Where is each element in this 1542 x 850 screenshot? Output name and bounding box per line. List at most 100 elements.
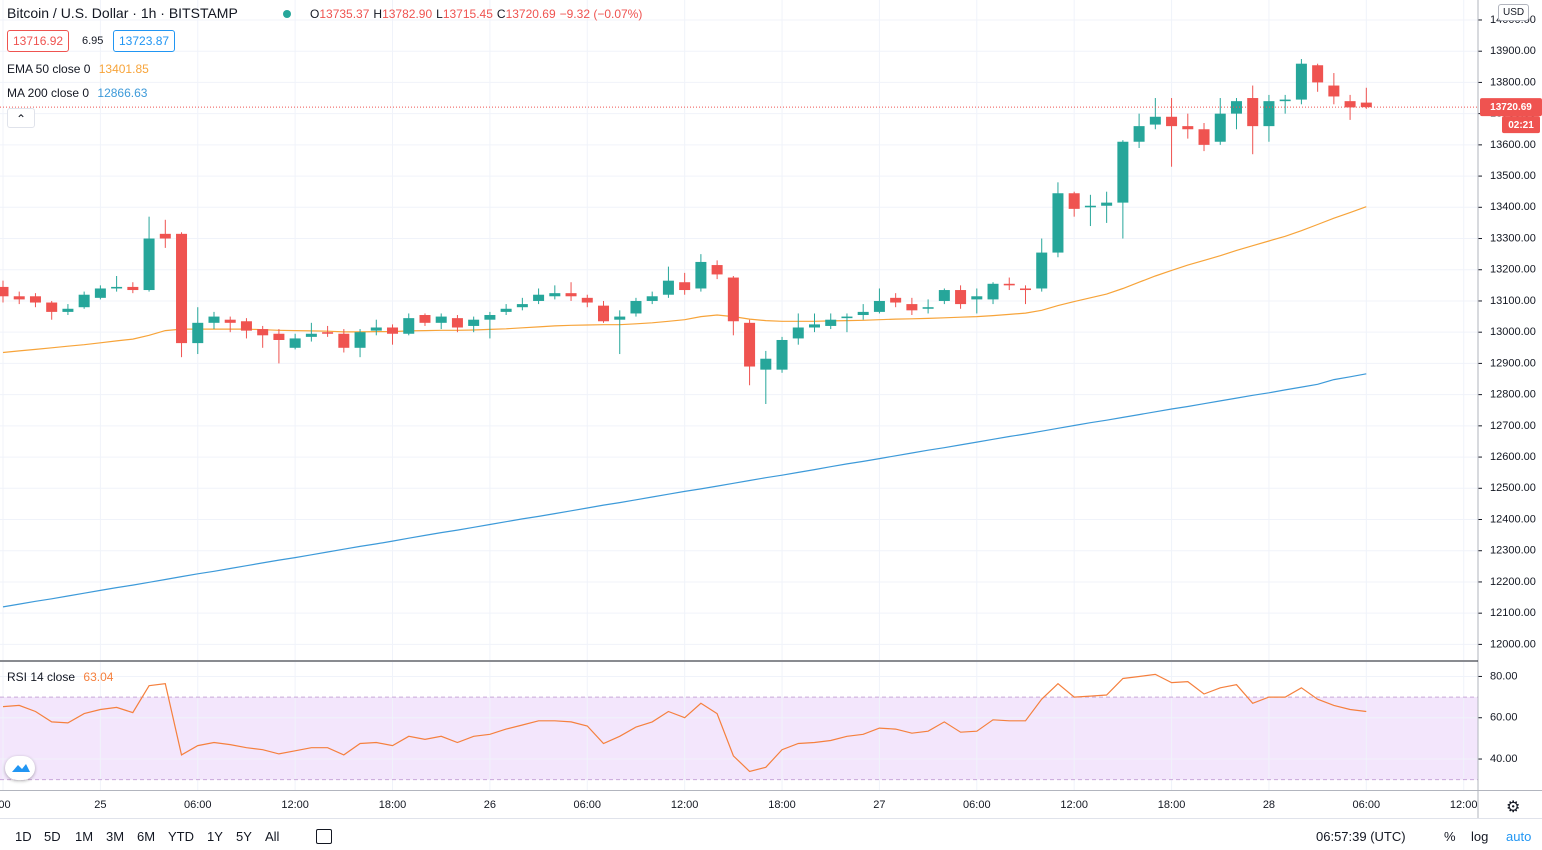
price-tag [1480,98,1542,117]
bid[interactable]: 13716.92 [7,30,70,52]
y-tick-label: 12500.00 [1490,482,1536,494]
x-tick-label: 28 [1263,799,1275,811]
candle-body [857,311,869,316]
currency[interactable]: USD [1498,4,1530,21]
legend-value: 13401.85 [98,62,149,76]
y-tick-label: 12400.00 [1490,513,1536,525]
candle-body [1214,113,1226,142]
scale-option[interactable]: log [1471,829,1489,844]
candle-body [646,296,658,301]
candle-body [1295,63,1307,100]
range-button[interactable]: 5Y [236,829,252,844]
legend-name: RSI 14 close [7,670,76,684]
y-tick-label: 12000.00 [1490,638,1536,650]
y-tick-label: 13400.00 [1490,201,1536,213]
scale-option[interactable]: auto [1506,829,1532,844]
candle-body [516,304,528,308]
candle-body [127,286,139,291]
change: −9.32 (−0.07%) [559,7,643,21]
candle-body [1117,141,1129,203]
y-tick-label: 13600.00 [1490,139,1536,151]
ohlc-label: L [436,7,443,21]
range-button[interactable]: YTD [168,829,194,844]
ohlc-value: 13715.45 [442,7,493,21]
candle-body [78,294,90,308]
rsi-band [0,697,1478,780]
range-button[interactable]: 1D [15,829,32,844]
countdown-label: 02:21 [1508,120,1534,131]
candle-body [1036,252,1048,289]
range-button[interactable]: 3M [106,829,125,844]
symbol: Bitcoin / U.S. Dollar · 1h · BITSTAMP [7,5,238,21]
rsi-line [2,673,1367,773]
candle-body [322,332,334,334]
candle-body [533,294,545,301]
ma-legend: MA 200 close 0 12866.63 [7,86,147,100]
candle-body [1344,101,1356,108]
collapse-button[interactable]: ⌃ [7,108,35,128]
candle-body [46,302,58,312]
logo[interactable] [5,756,35,780]
ohlc-values: O13735.37 H13782.90 L13715.45 C13720.69 −9.3… [310,7,642,21]
candle-body [1263,101,1275,127]
candle-body [1328,85,1340,97]
ohlc-value: 13720.69 [505,7,556,21]
candle-body [792,327,804,339]
candle-body [873,300,885,312]
x-tick-label: 06:00 [1353,799,1381,811]
range-button[interactable]: 1M [75,829,94,844]
ohlc-value: 13782.90 [382,7,433,21]
candle-body [890,297,902,303]
candle-body [760,358,772,370]
ask[interactable]: 13723.87 [113,30,176,52]
x-tick-label: 18:00 [1158,799,1186,811]
candle-body [1182,126,1194,130]
candle-body [1198,129,1210,145]
candle-body [841,316,853,319]
candle-body [1003,283,1015,286]
range-button[interactable]: All [265,829,280,844]
settings-icon[interactable]: ⚙ [1506,799,1521,816]
legend-value: 12866.63 [97,86,148,100]
y-tick-label: 60.00 [1490,712,1518,724]
range-button[interactable]: 1Y [207,829,223,844]
scale-option[interactable]: % [1444,829,1456,844]
candle-body [987,283,999,300]
candle-body [176,233,188,344]
candle-body [305,333,317,337]
candle-body [159,233,171,239]
candle-body [906,304,918,311]
y-tick-label: 13300.00 [1490,232,1536,244]
candle-body [1360,102,1372,108]
y-tick-label: 13500.00 [1490,170,1536,182]
countdown-tag [1502,116,1540,134]
range-button[interactable]: 6M [137,829,156,844]
ohlc-label: C [496,7,506,21]
range-button[interactable]: 5D [44,829,61,844]
legend-name: EMA 50 close 0 [7,62,91,76]
overlay-line [2,373,1367,608]
candle-body [13,296,25,300]
candle-body [1149,116,1161,125]
candle-body [289,338,301,348]
status-dot [283,10,291,18]
candle-body [143,238,155,291]
date-range-icon[interactable] [316,829,332,844]
y-tick-label: 13000.00 [1490,326,1536,338]
x-tick-label: 26 [484,799,496,811]
x-tick-label: 12:00 [281,799,309,811]
candle-body [224,319,236,323]
candle-body [630,300,642,314]
candle-body [338,333,350,348]
candle-body [1052,193,1064,253]
candle-body [370,327,382,331]
y-tick-label: 12200.00 [1490,576,1536,588]
candle-body [1084,205,1096,208]
y-tick-label: 12300.00 [1490,545,1536,557]
spread: 6.95 [82,35,104,47]
candle-body [1279,99,1291,102]
candle-body [662,280,674,295]
x-tick-label: 06:00 [574,799,602,811]
candle-body [744,322,756,367]
candle-body [679,282,691,291]
